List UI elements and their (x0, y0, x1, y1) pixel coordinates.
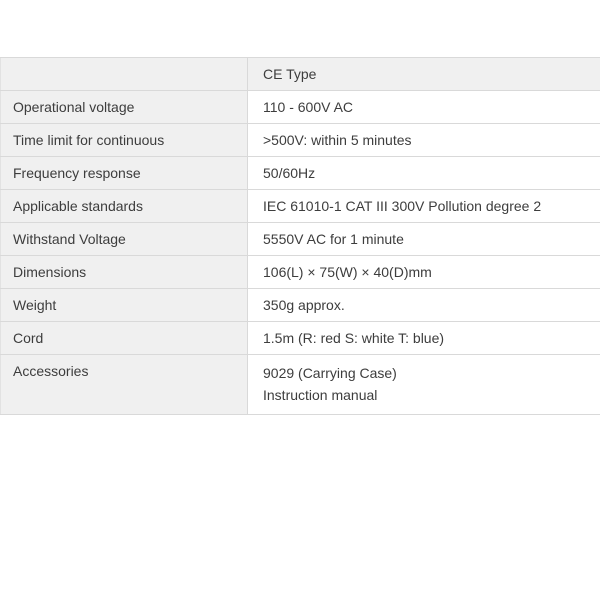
table-row: Accessories 9029 (Carrying Case) Instruc… (0, 354, 600, 415)
spec-label-time-limit: Time limit for continuous (0, 123, 248, 157)
table-row: Cord 1.5m (R: red S: white T: blue) (0, 321, 600, 355)
spec-value-frequency-response: 50/60Hz (247, 156, 600, 190)
spec-label-operational-voltage: Operational voltage (0, 90, 248, 124)
header-ce-type-cell: CE Type (247, 57, 600, 91)
table-row: Withstand Voltage 5550V AC for 1 minute (0, 222, 600, 256)
table-row: Applicable standards IEC 61010-1 CAT III… (0, 189, 600, 223)
spec-value-time-limit: >500V: within 5 minutes (247, 123, 600, 157)
spec-value-applicable-standards: IEC 61010-1 CAT III 300V Pollution degre… (247, 189, 600, 223)
spec-value-operational-voltage: 110 - 600V AC (247, 90, 600, 124)
spec-label-frequency-response: Frequency response (0, 156, 248, 190)
accessories-line-1: 9029 (Carrying Case) (263, 365, 397, 381)
table-row: Time limit for continuous >500V: within … (0, 123, 600, 157)
spec-label-dimensions: Dimensions (0, 255, 248, 289)
spec-table: CE Type Operational voltage 110 - 600V A… (0, 57, 600, 415)
spec-label-accessories: Accessories (0, 354, 248, 415)
header-empty-cell (0, 57, 248, 91)
spec-label-applicable-standards: Applicable standards (0, 189, 248, 223)
spec-value-cord: 1.5m (R: red S: white T: blue) (247, 321, 600, 355)
accessories-line-2: Instruction manual (263, 387, 378, 403)
spec-value-accessories: 9029 (Carrying Case) Instruction manual (247, 354, 600, 415)
spec-label-cord: Cord (0, 321, 248, 355)
table-row: Weight 350g approx. (0, 288, 600, 322)
spec-label-withstand-voltage: Withstand Voltage (0, 222, 248, 256)
spec-label-weight: Weight (0, 288, 248, 322)
spec-value-dimensions: 106(L) × 75(W) × 40(D)mm (247, 255, 600, 289)
table-header-row: CE Type (0, 57, 600, 91)
table-row: Dimensions 106(L) × 75(W) × 40(D)mm (0, 255, 600, 289)
table-row: Operational voltage 110 - 600V AC (0, 90, 600, 124)
spec-value-withstand-voltage: 5550V AC for 1 minute (247, 222, 600, 256)
spec-value-weight: 350g approx. (247, 288, 600, 322)
table-row: Frequency response 50/60Hz (0, 156, 600, 190)
spec-table-container: CE Type Operational voltage 110 - 600V A… (0, 57, 600, 415)
